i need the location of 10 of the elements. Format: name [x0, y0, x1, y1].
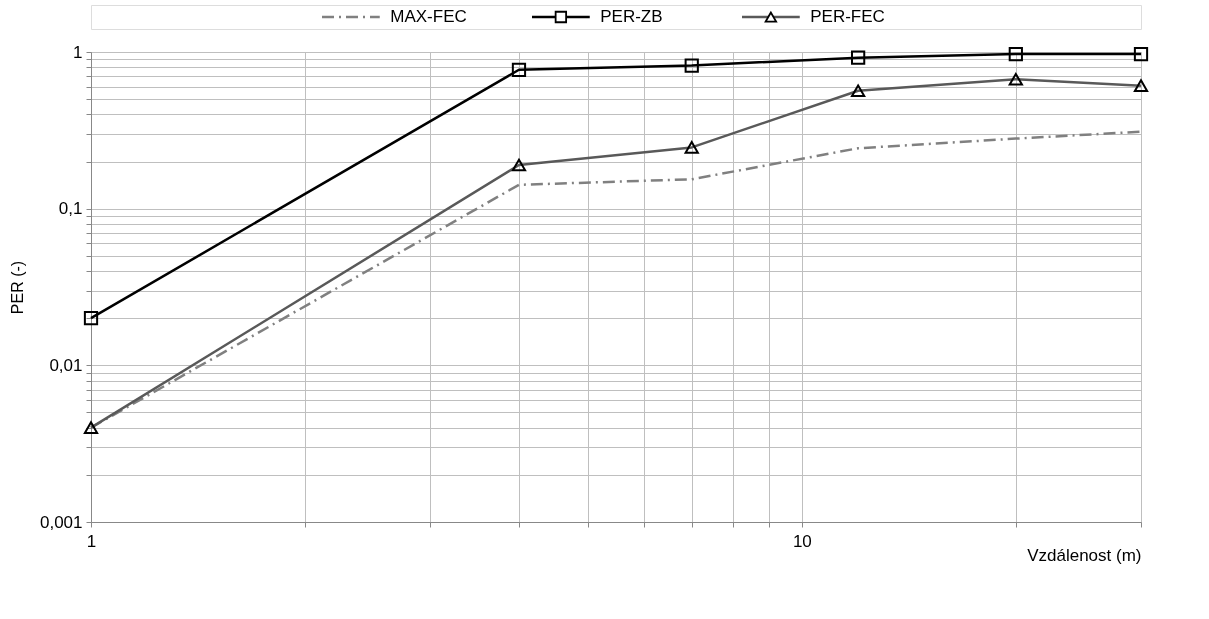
- legend-label: PER-FEC: [810, 7, 885, 26]
- legend-label: MAX-FEC: [390, 7, 467, 26]
- y-tick-label: 0,1: [58, 199, 83, 219]
- legend-label: PER-ZB: [600, 7, 663, 26]
- y-tick-label: 0,01: [49, 355, 83, 375]
- x-axis-title: Vzdálenost (m): [1027, 545, 1142, 565]
- y-tick-label: 0,001: [39, 512, 83, 532]
- x-tick-label: 10: [792, 531, 812, 551]
- y-tick-label: 1: [73, 42, 83, 62]
- y-axis-title: PER (-): [8, 260, 26, 315]
